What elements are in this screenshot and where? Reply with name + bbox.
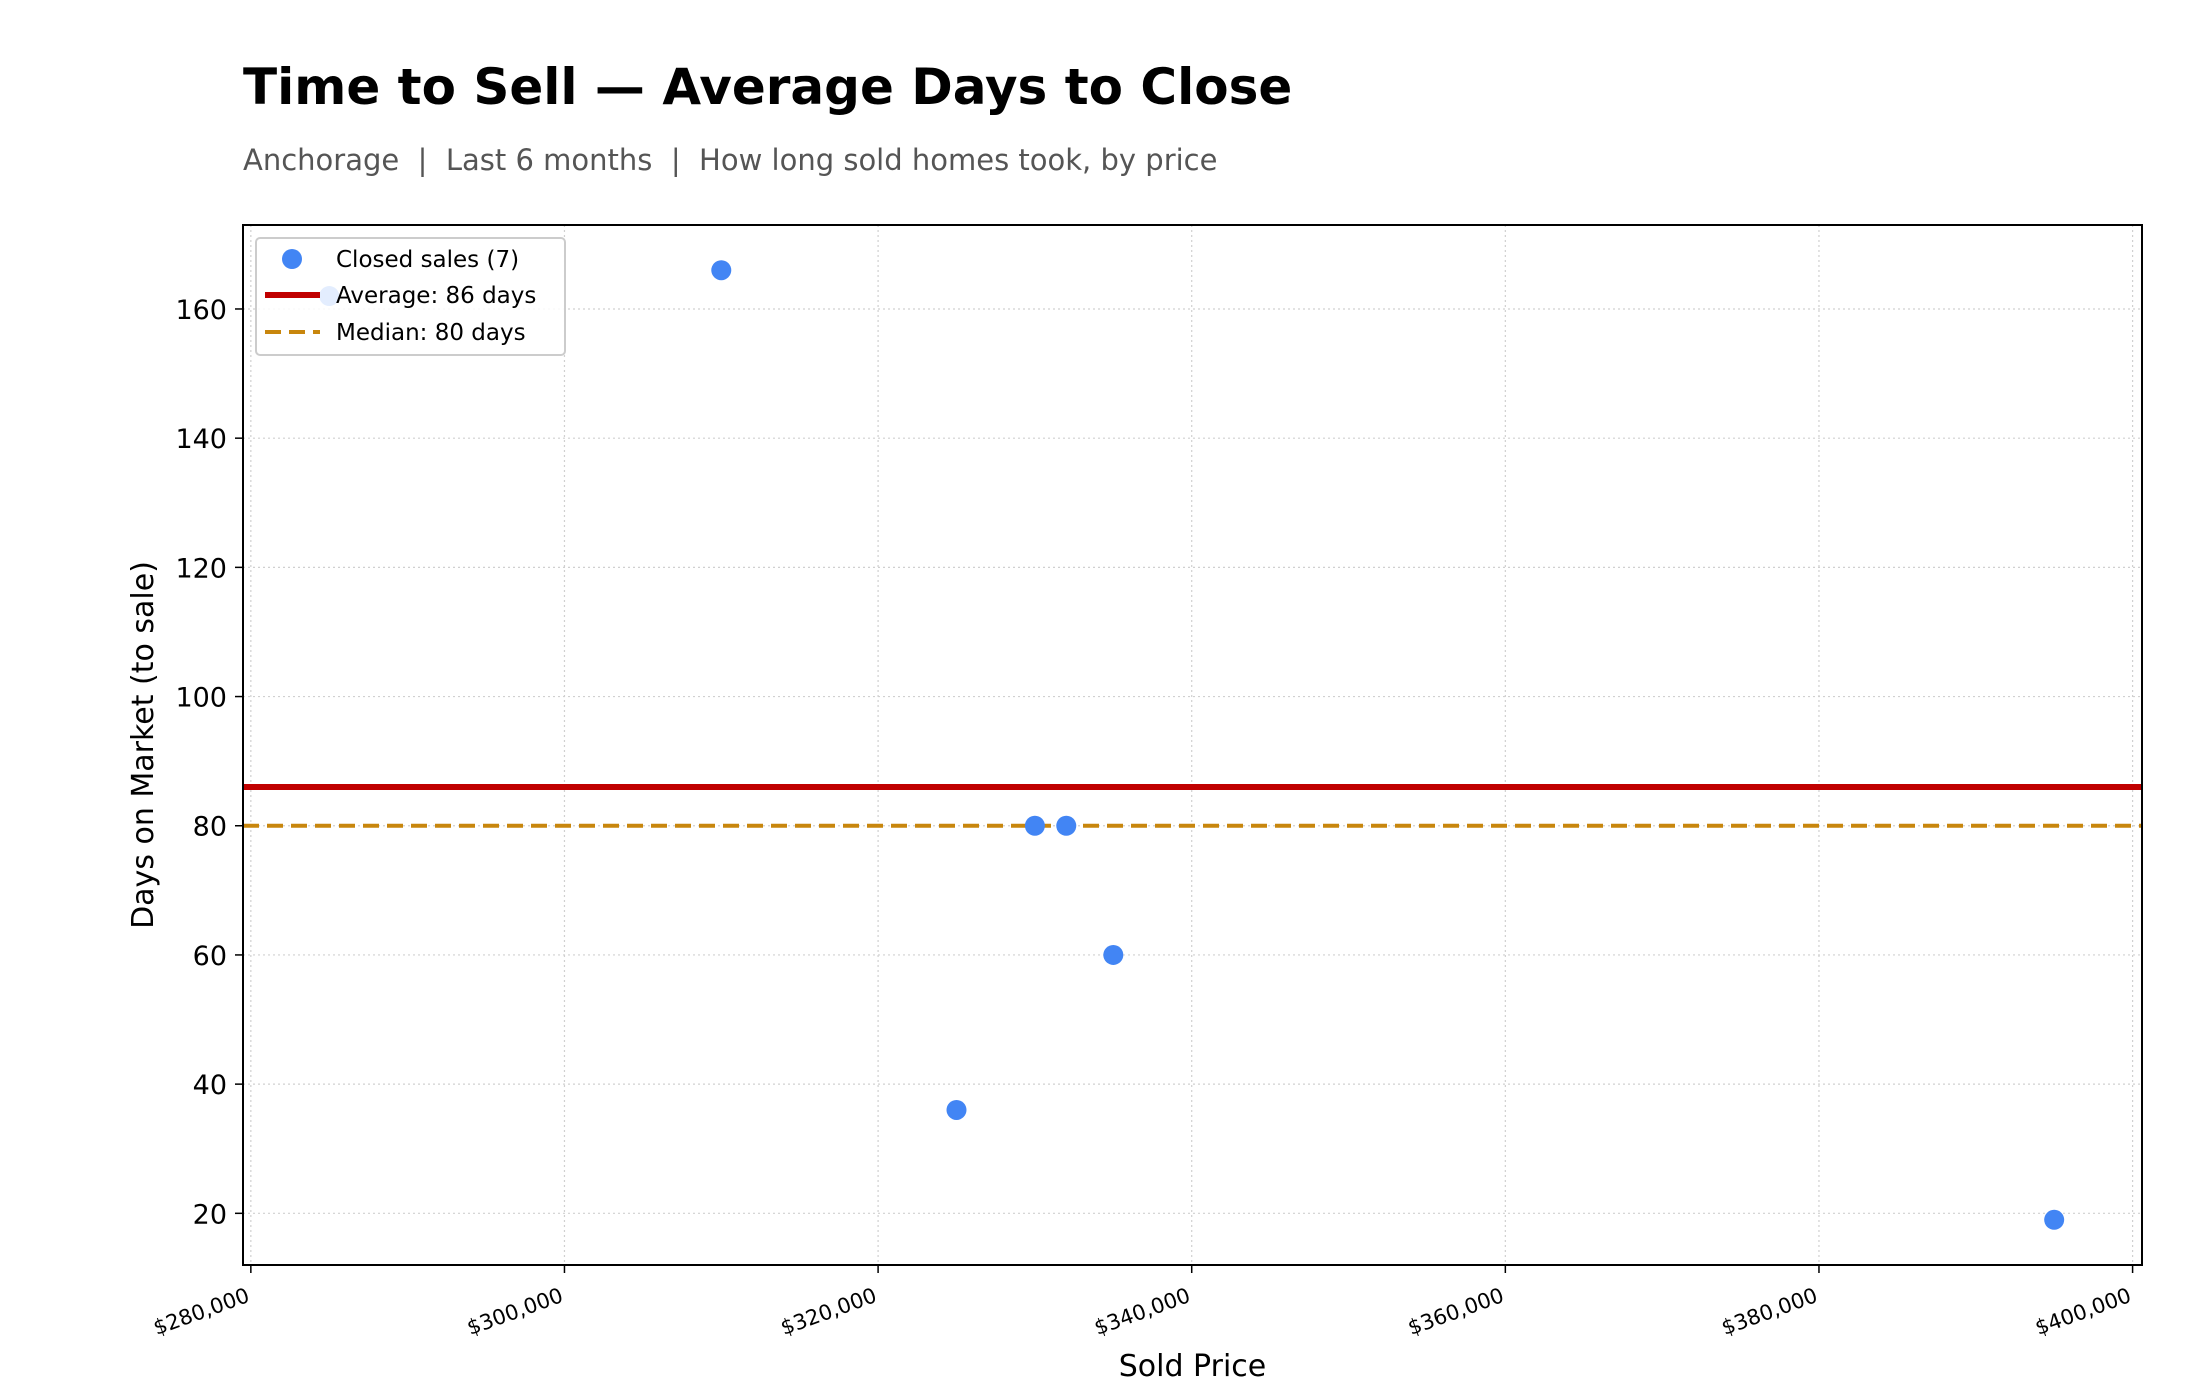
y-tick-label: 60 [193,941,227,972]
plot-frame [242,224,2143,1266]
y-tick-label: 80 [193,812,227,843]
grid-layer [243,225,2142,1265]
x-tick-label: $360,000 [1405,1283,1507,1340]
chart-title: Time to Sell — Average Days to Close [243,58,1293,116]
x-tick-label: $340,000 [1091,1283,1193,1340]
x-tick-label: $400,000 [2032,1283,2134,1340]
data-point [1103,944,1124,965]
x-tick-label: $280,000 [150,1283,252,1340]
y-tick-label: 160 [175,295,227,326]
y-tick-label: 20 [193,1199,227,1230]
y-tick-label: 120 [175,553,227,584]
reference-lines [243,783,2142,828]
y-tick-label: 100 [175,683,227,714]
x-tick-label: $300,000 [464,1283,566,1340]
data-point [711,260,732,281]
legend-label: Average: 86 days [336,283,536,309]
legend-marker [282,249,302,269]
data-point [946,1099,967,1120]
data-point [1056,815,1077,836]
data-point [2044,1209,2065,1230]
chart-subtitle: Anchorage | Last 6 months | How long sol… [243,143,1218,177]
y-tick-label: 40 [193,1070,227,1101]
legend-box [255,237,566,356]
axis-ticks: $280,000 $300,000 $320,000 $340,000 $360,000… [150,295,2134,1340]
legend-label: Closed sales (7) [336,247,519,273]
x-tick-label: $320,000 [777,1283,879,1340]
y-axis-label: Days on Market (to sale) [126,561,161,929]
x-tick-label: $380,000 [1718,1283,1820,1340]
legend-label: Median: 80 days [336,320,526,346]
x-axis-label: Sold Price [1119,1349,1267,1384]
legend: Closed sales (7) Average: 86 days Median: … [255,237,566,356]
data-point [1024,815,1045,836]
y-tick-label: 140 [175,424,227,455]
